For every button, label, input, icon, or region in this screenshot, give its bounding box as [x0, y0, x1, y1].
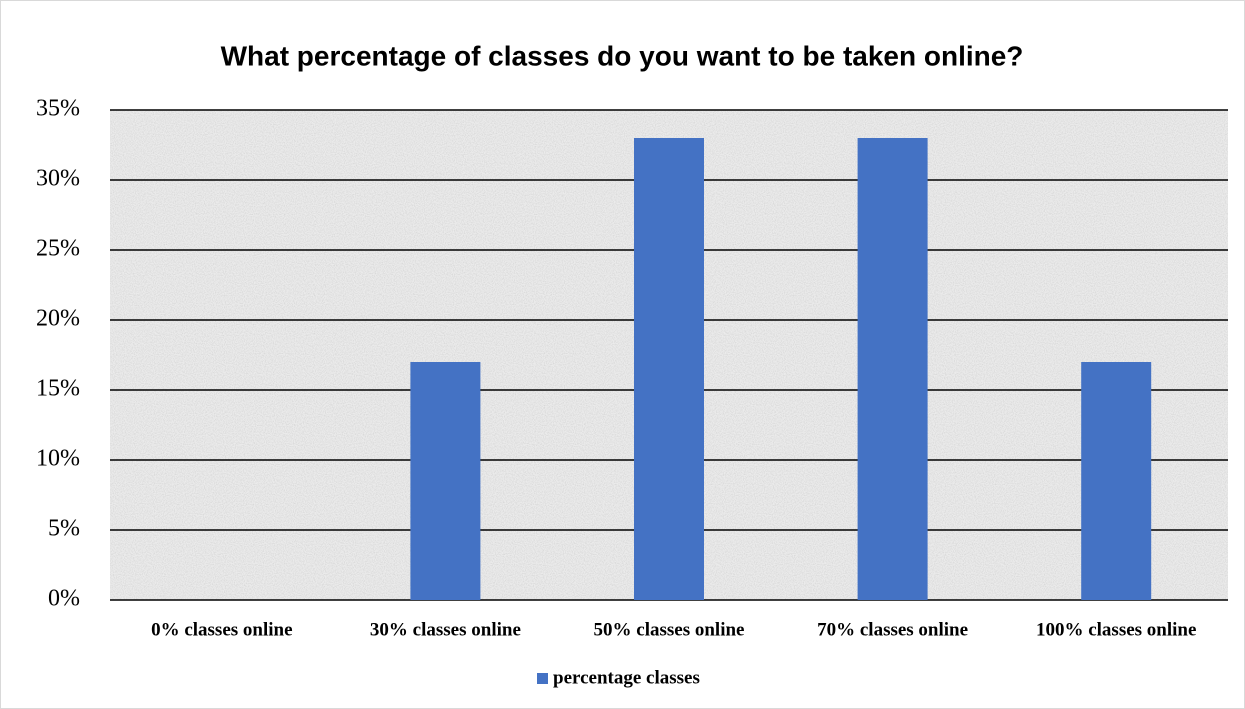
legend-label: percentage classes	[553, 667, 700, 688]
x-tick-label: 100% classes online	[1036, 619, 1196, 640]
x-tick-label: 30% classes online	[370, 619, 521, 640]
bar	[410, 362, 481, 600]
bar	[857, 138, 928, 600]
x-tick-label: 0% classes online	[151, 619, 292, 640]
y-tick-label: 0%	[48, 586, 80, 612]
bar	[1081, 362, 1152, 600]
x-tick-label: 70% classes online	[817, 619, 968, 640]
y-tick-label: 20%	[36, 306, 80, 332]
legend-swatch	[537, 673, 548, 684]
y-tick-label: 35%	[36, 96, 80, 122]
y-tick-label: 25%	[36, 236, 80, 262]
y-tick-label: 30%	[36, 166, 80, 192]
y-tick-label: 5%	[48, 516, 80, 542]
y-tick-label: 10%	[36, 446, 80, 472]
y-tick-label: 15%	[36, 376, 80, 402]
x-tick-label: 50% classes online	[594, 619, 745, 640]
bar	[634, 138, 704, 600]
chart-title: What percentage of classes do you want t…	[221, 40, 1024, 71]
